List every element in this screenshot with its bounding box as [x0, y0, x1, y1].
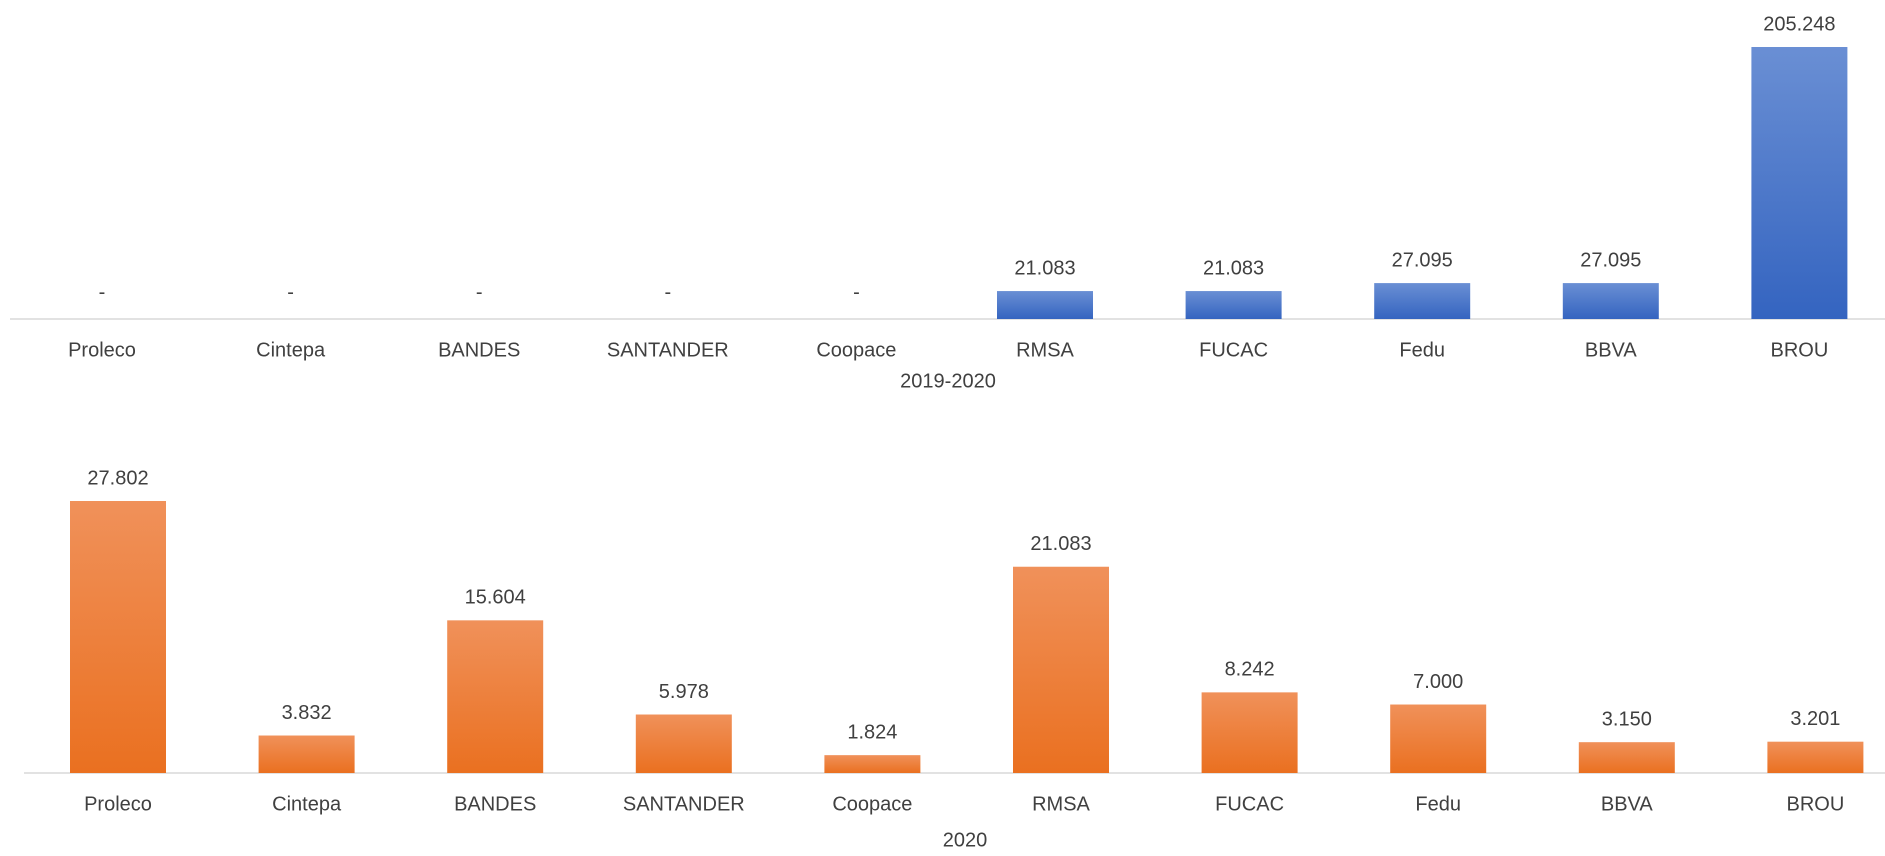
data-label: 21.083: [1014, 257, 1075, 279]
x-tick-label: Cintepa: [256, 339, 326, 361]
axis-title: 2019-2020: [900, 370, 996, 392]
bar: [1185, 291, 1282, 319]
data-label: 27.095: [1392, 249, 1453, 271]
bar: [1767, 741, 1864, 773]
bar: [1013, 566, 1109, 773]
data-label: 15.604: [465, 587, 526, 609]
data-label: 27.802: [87, 467, 148, 489]
data-label: 21.083: [1030, 533, 1091, 555]
x-tick-label: BROU: [1771, 339, 1829, 361]
data-label: -: [99, 281, 106, 303]
x-tick-label: Proleco: [84, 793, 152, 815]
data-label: -: [476, 281, 483, 303]
data-label: 1.824: [847, 721, 897, 743]
x-tick-label: Coopace: [832, 793, 912, 815]
x-tick-label: BBVA: [1585, 339, 1638, 361]
bar: [1390, 704, 1487, 773]
bar: [258, 735, 355, 773]
data-label: 3.832: [282, 702, 332, 724]
x-tick-label: SANTANDER: [623, 793, 745, 815]
data-label: 8.242: [1225, 659, 1275, 681]
data-label: -: [853, 281, 860, 303]
x-tick-label: BANDES: [454, 793, 536, 815]
data-label: 7.000: [1413, 671, 1463, 693]
bar: [1201, 692, 1298, 773]
x-tick-label: Cintepa: [272, 793, 342, 815]
bar: [1374, 283, 1471, 319]
bar: [1562, 283, 1659, 319]
bar: [997, 291, 1093, 319]
x-tick-label: FUCAC: [1199, 339, 1268, 361]
bar: [1578, 742, 1675, 773]
data-label: 5.978: [659, 681, 709, 703]
x-tick-label: Fedu: [1415, 793, 1461, 815]
x-tick-label: FUCAC: [1215, 793, 1284, 815]
bar: [70, 501, 166, 773]
x-tick-label: RMSA: [1016, 339, 1074, 361]
bar: [1751, 47, 1848, 319]
data-label: -: [287, 281, 294, 303]
x-tick-label: Coopace: [816, 339, 896, 361]
data-label: 21.083: [1203, 257, 1264, 279]
axis-title: 2020: [943, 829, 988, 851]
x-tick-label: RMSA: [1032, 793, 1090, 815]
x-tick-label: SANTANDER: [607, 339, 729, 361]
data-label: 27.095: [1580, 249, 1641, 271]
x-tick-label: Fedu: [1399, 339, 1445, 361]
x-tick-label: Proleco: [68, 339, 136, 361]
bar: [824, 755, 921, 773]
data-label: 3.150: [1602, 708, 1652, 730]
data-label: 205.248: [1763, 13, 1835, 35]
x-tick-label: BANDES: [438, 339, 520, 361]
bar: [447, 620, 544, 773]
x-tick-label: BROU: [1787, 793, 1845, 815]
data-label: -: [664, 281, 671, 303]
x-tick-label: BBVA: [1601, 793, 1654, 815]
bar: [635, 714, 732, 773]
data-label: 3.201: [1790, 708, 1840, 730]
